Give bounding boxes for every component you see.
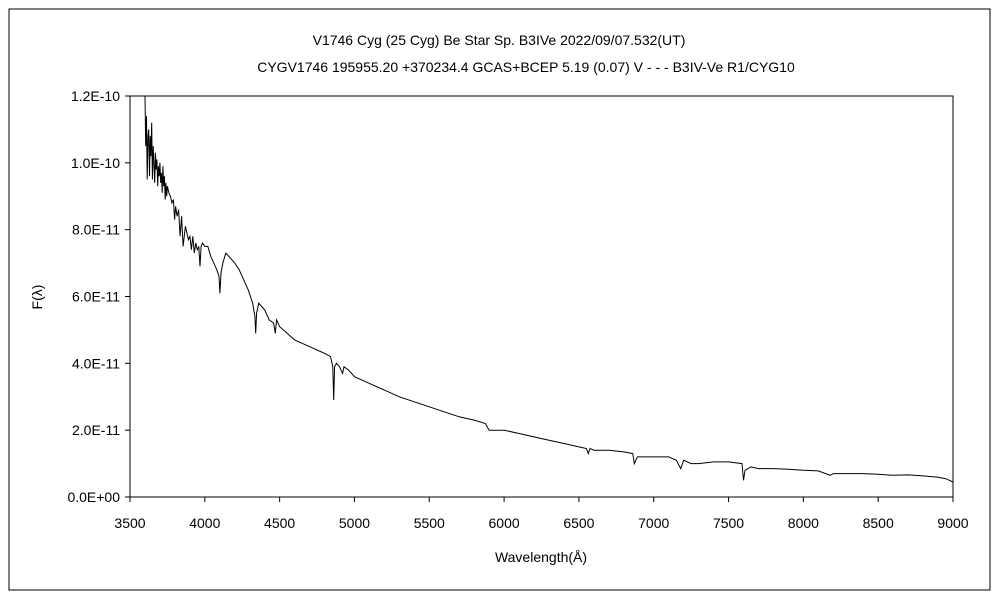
y-tick-label: 8.0E-11 <box>72 222 120 238</box>
plot-area <box>129 95 954 498</box>
y-tick-label: 0.0E+00 <box>67 489 120 505</box>
x-axis: 3500 4000 4500 5000 5500 6000 6500 7000 7500 8000… <box>114 497 969 531</box>
x-tick-label: 4500 <box>264 515 295 531</box>
x-tick-label: 7000 <box>638 515 669 531</box>
chart-title: V1746 Cyg (25 Cyg) Be Star Sp. B3IVe 202… <box>313 32 686 48</box>
x-tick-label: 6000 <box>489 515 520 531</box>
x-axis-label: Wavelength(Å) <box>495 549 587 565</box>
x-tick-label: 8000 <box>788 515 819 531</box>
x-tick-label: 5500 <box>414 515 445 531</box>
y-axis-label: F(λ) <box>29 285 45 310</box>
x-tick-label: 8500 <box>863 515 894 531</box>
spectrum-series-line <box>144 95 954 483</box>
x-tick-label: 6500 <box>563 515 594 531</box>
x-tick-label: 5000 <box>339 515 370 531</box>
y-tick-label: 4.0E-11 <box>72 355 120 371</box>
chart-subtitle: CYGV1746 195955.20 +370234.4 GCAS+BCEP 5… <box>257 59 795 75</box>
y-tick-label: 1.2E-10 <box>71 88 120 104</box>
y-tick-label: 6.0E-11 <box>72 289 120 305</box>
y-tick-label: 1.0E-10 <box>71 155 120 171</box>
x-tick-label: 3500 <box>114 515 145 531</box>
y-tick-label: 2.0E-11 <box>72 422 120 438</box>
y-axis: 0.0E+00 2.0E-11 4.0E-11 6.0E-11 8.0E-11 1.0E-… <box>67 88 130 505</box>
x-tick-label: 7500 <box>713 515 744 531</box>
x-tick-label: 9000 <box>937 515 968 531</box>
x-tick-label: 4000 <box>189 515 220 531</box>
